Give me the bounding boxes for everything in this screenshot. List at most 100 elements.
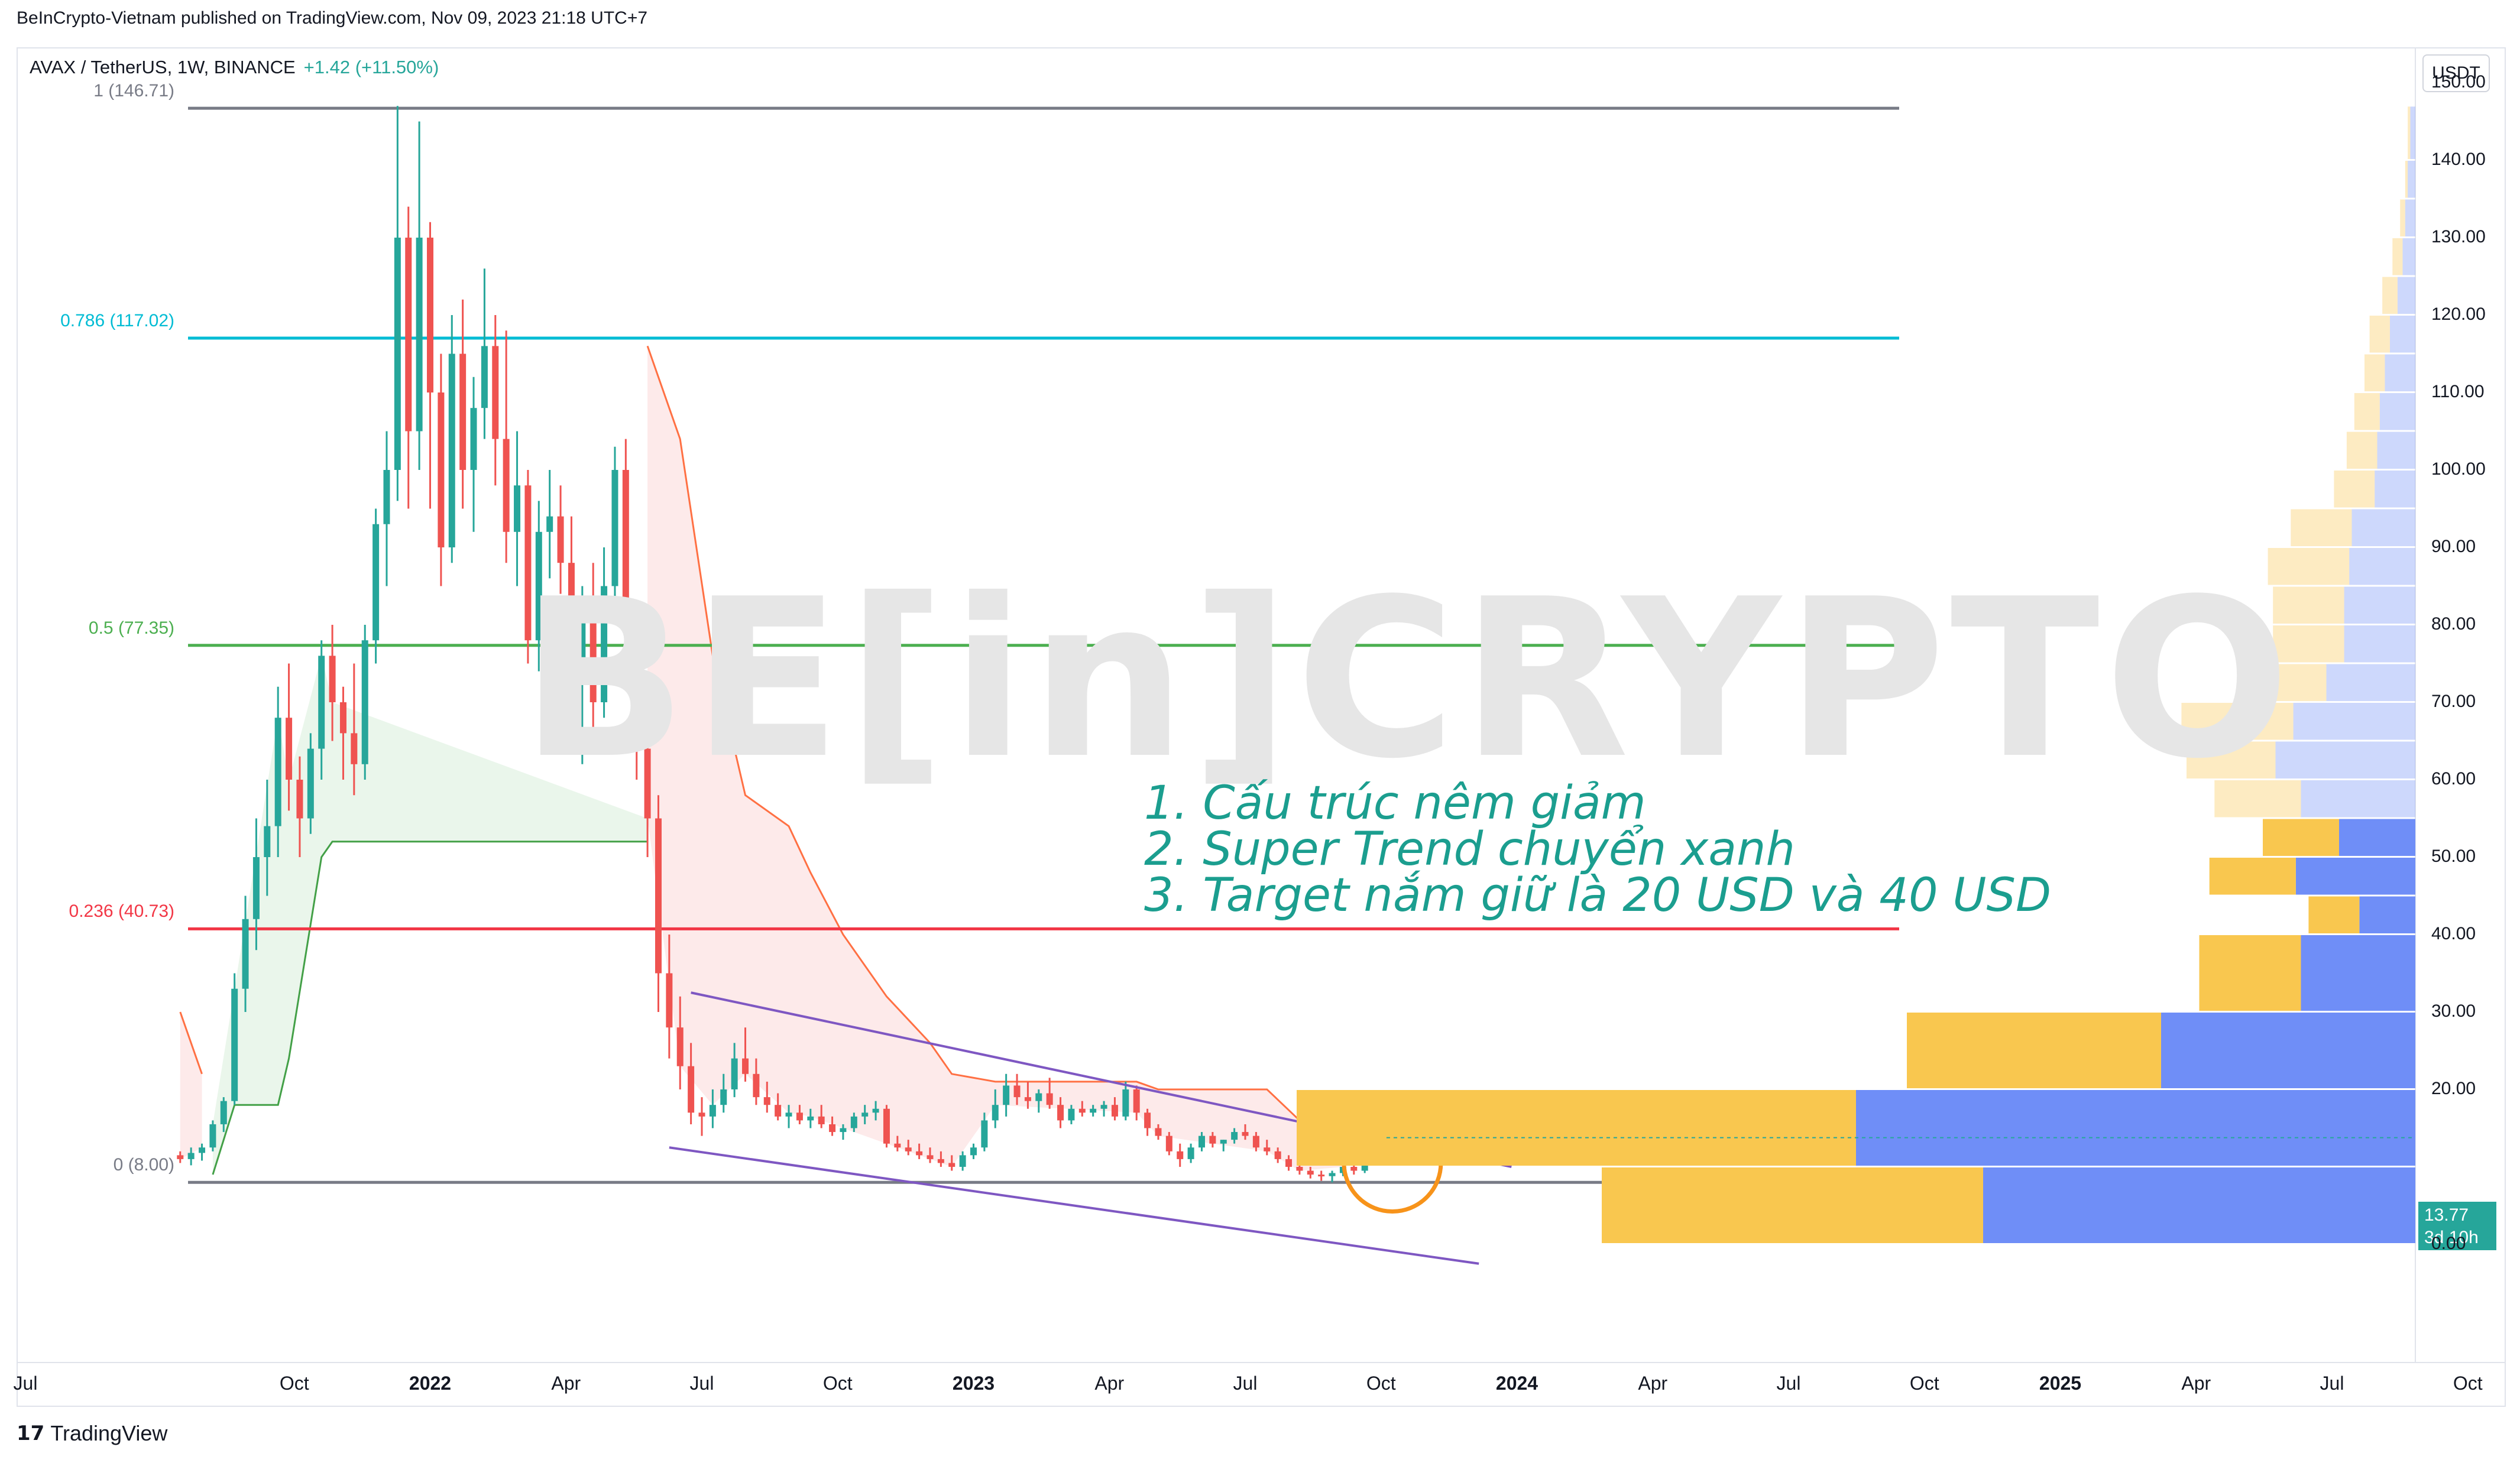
tradingview-logo-icon[interactable]: 17 — [17, 1422, 45, 1445]
candle-body — [557, 516, 564, 563]
y-tick-label: 120.00 — [2431, 304, 2486, 324]
volume-profile-down — [2308, 896, 2360, 933]
candle-body — [840, 1128, 847, 1133]
last-price-value: 13.77 — [2424, 1205, 2469, 1225]
candle-body — [209, 1124, 216, 1148]
candle-body — [1264, 1147, 1271, 1151]
x-tick-label: Oct — [1366, 1373, 1396, 1394]
candle-body — [1144, 1112, 1151, 1128]
candle-body — [807, 1116, 814, 1121]
tradingview-brand[interactable]: TradingView — [50, 1421, 168, 1445]
candle-body — [1274, 1151, 1281, 1159]
y-tick-label: 100.00 — [2431, 459, 2486, 479]
y-tick-label: 150.00 — [2431, 72, 2486, 92]
volume-profile-up — [2351, 509, 2415, 546]
candle-body — [611, 470, 618, 586]
x-tick-label: Apr — [1638, 1373, 1668, 1394]
volume-profile-down — [2214, 780, 2301, 818]
chart-frame[interactable] — [17, 47, 2506, 1407]
volume-profile-down — [2408, 106, 2411, 159]
y-tick-label: 60.00 — [2431, 769, 2476, 789]
candle-body — [1285, 1159, 1293, 1167]
candle-body — [242, 919, 249, 989]
volume-profile-up — [2275, 741, 2415, 778]
currency-button[interactable]: USDT — [2422, 54, 2490, 92]
x-tick-label: Jul — [1776, 1373, 1801, 1394]
volume-profile-up — [2359, 896, 2415, 933]
candle-body — [405, 238, 412, 432]
annotation-text: 1. Cấu trúc nêm giảm 2. Super Trend chuy… — [1144, 780, 2051, 919]
volume-profile-down — [2263, 664, 2327, 701]
candle-body — [1187, 1147, 1194, 1159]
candle-body — [763, 1097, 770, 1105]
volume-profile-up — [2349, 548, 2415, 585]
candle-body — [1133, 1089, 1140, 1113]
candle-body — [448, 353, 455, 547]
candle-body — [187, 1153, 195, 1159]
volume-profile-down — [2334, 471, 2375, 508]
candle-body — [676, 1027, 684, 1066]
candle-body — [1013, 1085, 1021, 1098]
candle-body — [1296, 1167, 1303, 1171]
candle-body — [1122, 1089, 1129, 1117]
candle-body — [818, 1116, 825, 1124]
volume-profile-up — [2301, 780, 2415, 818]
fib-level-label: 0.236 (40.73) — [69, 901, 174, 922]
volume-profile-down — [2268, 548, 2350, 585]
candle-body — [416, 238, 423, 432]
y-tick-label: 50.00 — [2431, 846, 2476, 866]
volume-profile-up — [2397, 277, 2415, 314]
x-tick-label: 2022 — [409, 1373, 452, 1394]
volume-profile-up — [2301, 935, 2415, 1011]
candle-body — [1307, 1170, 1314, 1175]
candle-body — [535, 531, 542, 641]
volume-profile-up — [2375, 471, 2415, 508]
volume-profile-up — [2344, 625, 2415, 663]
candle-body — [948, 1163, 955, 1167]
price-change: +1.42 (+11.50%) — [303, 57, 439, 77]
supertrend-down-fill — [180, 1012, 202, 1159]
volume-profile-down — [2382, 277, 2398, 314]
candle-body — [927, 1155, 934, 1159]
candle-body — [731, 1058, 738, 1089]
volume-profile-up — [2161, 1013, 2415, 1088]
volume-profile-down — [2346, 432, 2378, 469]
x-tick-label: Jul — [1233, 1373, 1258, 1394]
volume-profile-down — [2392, 238, 2403, 275]
x-tick-label: Jul — [689, 1373, 714, 1394]
symbol-header: AVAX / TetherUS, 1W, BINANCE +1.42 (+11.… — [30, 57, 439, 78]
candle-body — [1155, 1128, 1162, 1136]
symbol-label[interactable]: AVAX / TetherUS, 1W, BINANCE — [30, 57, 296, 77]
candle-body — [318, 656, 325, 749]
volume-profile-up — [2377, 432, 2415, 469]
volume-profile-down — [1907, 1013, 2161, 1088]
volume-profile-up — [1856, 1090, 2415, 1166]
candle-body — [1198, 1136, 1205, 1148]
wedge-lower-line — [669, 1146, 1479, 1265]
volume-profile-down — [2187, 741, 2276, 778]
candle-body — [503, 439, 510, 532]
candle-body — [514, 485, 521, 532]
y-tick-label: 0.00 — [2431, 1234, 2466, 1253]
publisher-line: BeInCrypto-Vietnam published on TradingV… — [17, 8, 648, 28]
candle-body — [339, 702, 346, 734]
volume-profile-down — [2369, 316, 2390, 353]
volume-profile-up — [2339, 819, 2415, 856]
volume-profile-up — [2293, 703, 2415, 740]
volume-profile-up — [2408, 161, 2415, 198]
x-tick-label: Oct — [1909, 1373, 1939, 1394]
candle-body — [1252, 1136, 1259, 1148]
candle-body — [655, 818, 662, 974]
candle-body — [916, 1151, 923, 1156]
candle-body — [688, 1066, 695, 1113]
candle-body — [589, 609, 597, 702]
x-tick-label: Apr — [2181, 1373, 2211, 1394]
annotation-line: 2. Super Trend chuyển xanh — [1144, 823, 1795, 876]
candle-body — [829, 1124, 836, 1133]
x-tick-label: Oct — [2453, 1373, 2483, 1394]
candle-body — [524, 485, 532, 641]
candle-body — [796, 1112, 803, 1121]
candle-body — [492, 346, 499, 439]
candle-body — [361, 640, 368, 764]
